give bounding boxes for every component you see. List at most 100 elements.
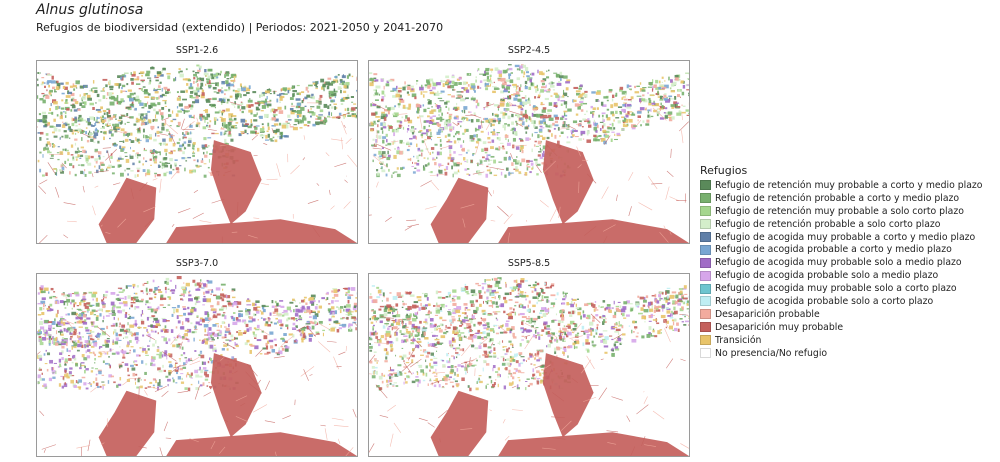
- map-cell: [407, 158, 412, 161]
- map-cell: [602, 321, 605, 325]
- map-cell: [146, 172, 151, 176]
- map-cell: [390, 90, 395, 92]
- map-cell: [421, 140, 424, 144]
- map-cell: [84, 169, 86, 172]
- map-cell: [562, 331, 566, 333]
- map-cell: [508, 299, 513, 301]
- map-cell: [124, 134, 128, 136]
- map-cell: [179, 70, 183, 73]
- map-cell: [422, 94, 425, 98]
- map-cell: [57, 309, 59, 314]
- map-cell: [505, 283, 507, 288]
- map-cell: [292, 93, 295, 98]
- map-cell: [387, 305, 393, 309]
- map-cell: [40, 290, 46, 294]
- map-cell: [147, 345, 150, 347]
- map-cell: [539, 312, 543, 315]
- map-cell: [626, 84, 630, 89]
- map-cell: [205, 100, 211, 103]
- map-cell: [506, 84, 512, 87]
- map-cell: [154, 339, 157, 344]
- map-cell: [145, 363, 148, 366]
- map-cell: [107, 92, 113, 97]
- map-cell: [173, 312, 175, 314]
- map-cell: [347, 299, 350, 304]
- map-cell: [492, 112, 494, 116]
- map-cell: [184, 329, 188, 332]
- map-cell: [460, 290, 465, 292]
- map-river: [472, 171, 485, 175]
- map-cell: [485, 157, 489, 161]
- map-cell: [309, 297, 314, 301]
- map-cell: [138, 160, 141, 164]
- map-cell: [54, 88, 56, 92]
- map-cell: [116, 306, 121, 309]
- map-cell: [380, 115, 386, 120]
- map-cell: [221, 348, 225, 351]
- map-cell: [49, 142, 52, 147]
- map-cell: [261, 123, 264, 126]
- map-cell: [165, 89, 166, 92]
- map-cell: [136, 167, 141, 170]
- map-cell: [444, 126, 448, 130]
- map-cell: [150, 308, 154, 313]
- map-cell: [152, 149, 155, 153]
- map-cell: [586, 132, 589, 136]
- map-cell: [74, 138, 78, 141]
- map-cell: [466, 173, 470, 175]
- map-cell: [65, 123, 70, 126]
- map-cell: [563, 112, 566, 116]
- map-cell: [226, 300, 231, 303]
- map-cell: [535, 327, 539, 329]
- map-cell: [499, 142, 504, 144]
- map-cell: [143, 116, 148, 120]
- map-cell: [636, 111, 642, 114]
- map-cell: [120, 350, 124, 353]
- map-cell: [201, 341, 204, 344]
- map-cell: [154, 172, 158, 175]
- map-cell: [396, 89, 402, 93]
- map-cell: [667, 114, 672, 116]
- map-cell: [544, 120, 546, 125]
- map-cell: [126, 95, 129, 98]
- map-cell: [159, 165, 161, 168]
- map-cell: [464, 168, 468, 171]
- map-cell: [81, 344, 84, 348]
- map-cell: [103, 136, 105, 141]
- map-cell: [471, 85, 476, 89]
- map-cell: [298, 309, 303, 313]
- map-cell: [92, 351, 95, 354]
- map-cell: [158, 95, 160, 100]
- map-cell: [95, 373, 98, 376]
- map-cell: [453, 171, 458, 175]
- map-cell: [97, 309, 100, 311]
- map-cell: [296, 102, 301, 106]
- map-cell: [117, 339, 122, 341]
- map-cell: [465, 128, 469, 132]
- map-cell: [262, 308, 266, 313]
- map-cell: [181, 377, 183, 380]
- map-cell: [524, 126, 529, 130]
- map-cell: [68, 126, 71, 129]
- map-cell: [580, 102, 583, 107]
- map-cell: [431, 323, 433, 326]
- map-cell: [401, 318, 406, 321]
- map-cell: [453, 162, 457, 167]
- map-cell: [674, 74, 679, 78]
- map-cell: [124, 169, 126, 172]
- map-cell: [332, 297, 336, 299]
- map-cell: [287, 317, 291, 320]
- map-cell: [80, 146, 85, 149]
- map-river: [203, 392, 211, 397]
- map-cell: [476, 170, 481, 174]
- map-cell: [73, 109, 78, 112]
- map-cell: [45, 172, 48, 177]
- map-cell: [162, 142, 166, 146]
- map-cell: [309, 115, 312, 118]
- map-cell: [451, 75, 455, 79]
- map-cell: [531, 133, 533, 137]
- map-cell: [369, 296, 373, 299]
- map-cell: [149, 105, 151, 108]
- map-cell: [157, 386, 160, 391]
- map-cell: [295, 98, 301, 101]
